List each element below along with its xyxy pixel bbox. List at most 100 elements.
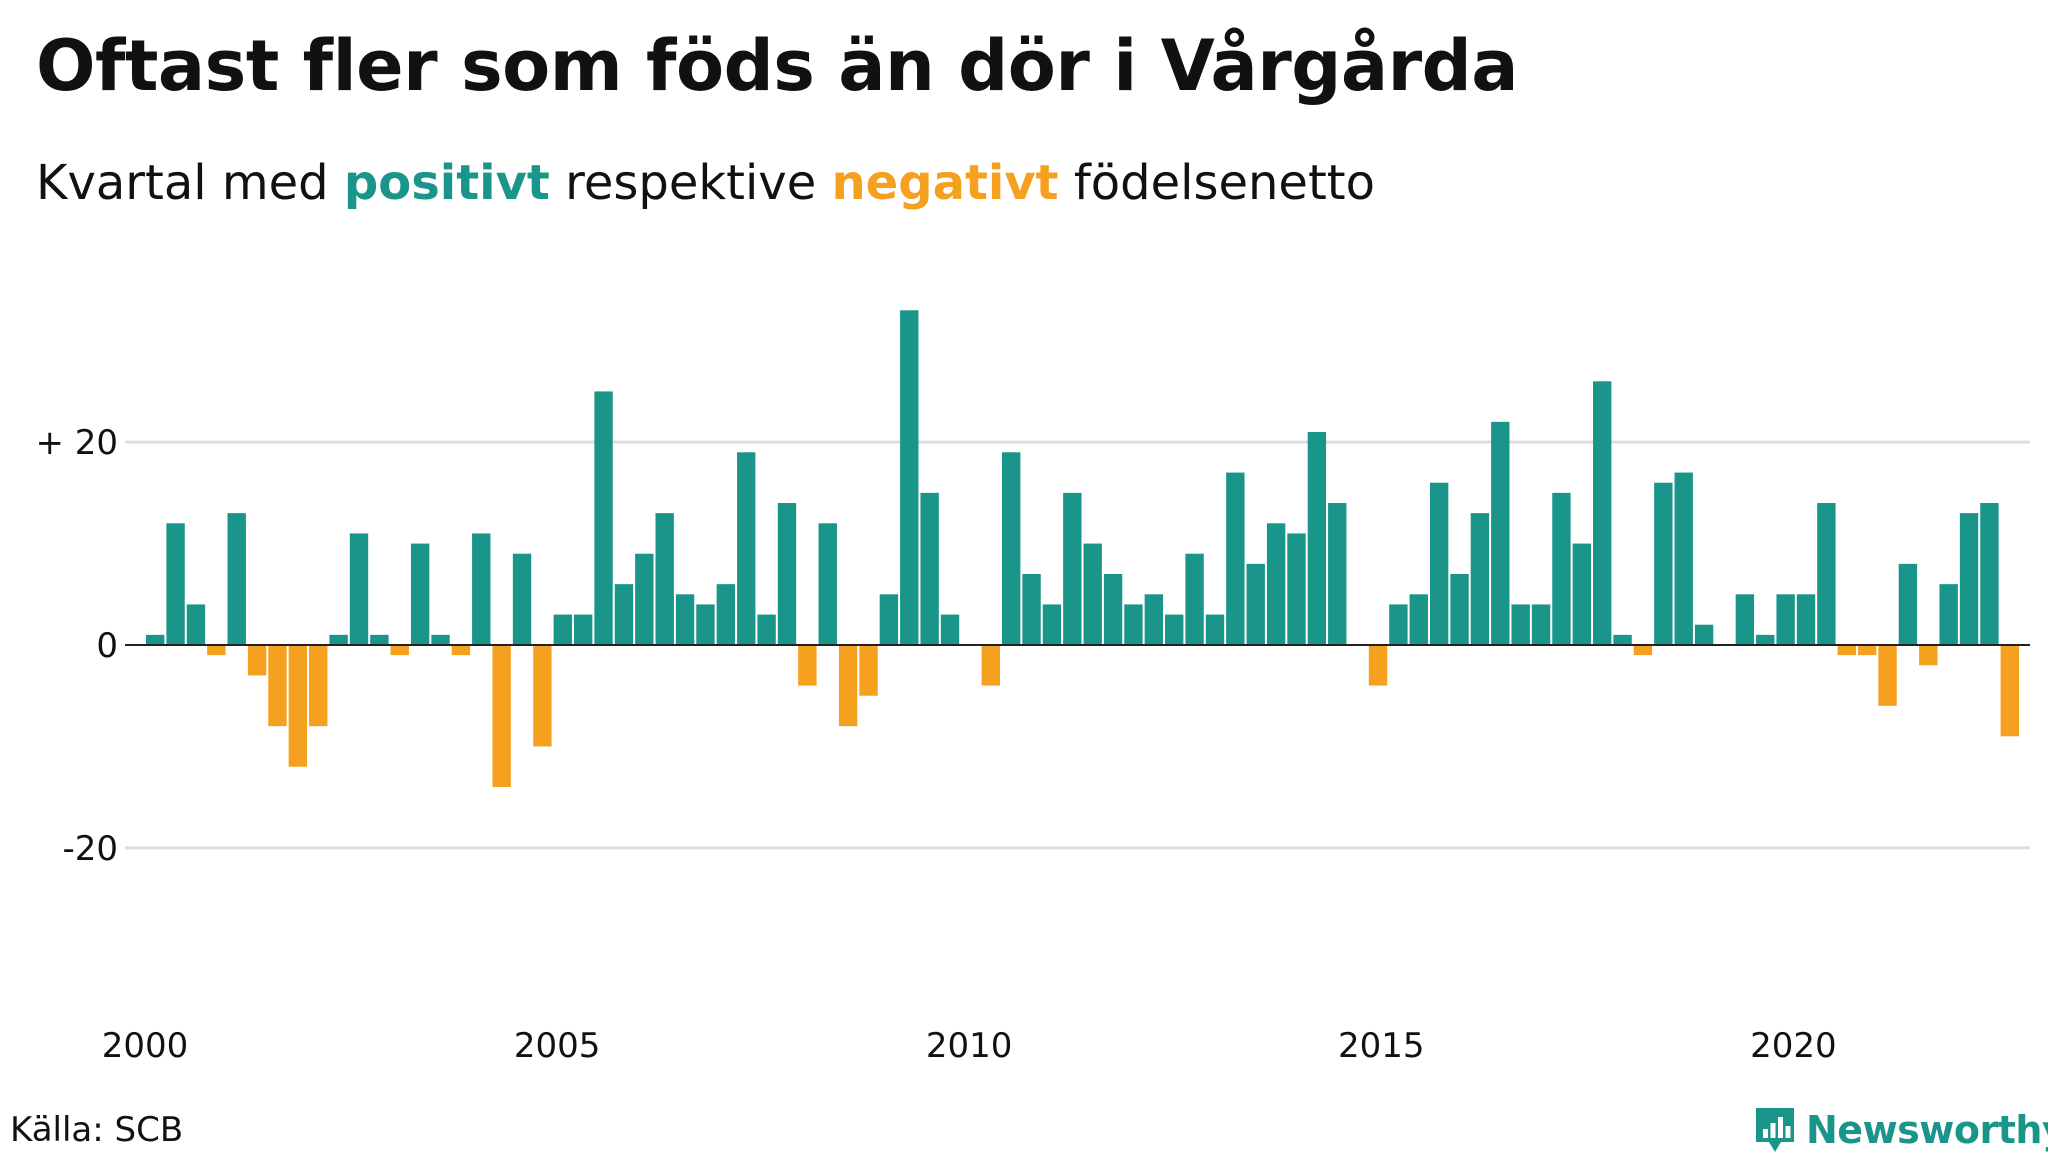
newsworthy-logo-icon: [1756, 1108, 1794, 1152]
chart-title: Oftast fler som föds än dör i Vårgårda: [36, 25, 1518, 107]
bar: [798, 645, 817, 686]
bar: [1266, 523, 1286, 645]
bar: [1572, 543, 1592, 645]
bar: [512, 553, 532, 645]
y-tick-label: + 20: [35, 423, 118, 463]
bar-chart: + 20 0 -20 2000 2005 2010 2015 2020: [35, 310, 2030, 1066]
bar: [716, 584, 736, 645]
bar: [1796, 594, 1816, 645]
bar: [1837, 645, 1856, 656]
bar: [1531, 604, 1551, 645]
bar: [1103, 574, 1123, 645]
bar: [1205, 614, 1225, 645]
bar: [329, 634, 348, 645]
source-label: Källa: SCB: [10, 1110, 184, 1150]
x-tick-label: 2005: [514, 1026, 601, 1066]
bar: [1593, 381, 1612, 645]
newsworthy-logo-text: Newsworthy: [1806, 1108, 2048, 1152]
bar: [1756, 634, 1775, 645]
bar: [533, 645, 552, 747]
bar: [655, 513, 674, 645]
bar: [370, 634, 389, 645]
bar: [1022, 574, 1041, 645]
bar: [981, 645, 1000, 686]
bar: [1429, 482, 1449, 645]
bar: [1817, 503, 1836, 645]
bar: [1083, 543, 1102, 645]
bar: [472, 533, 491, 645]
bar: [1898, 563, 1918, 645]
bar: [1042, 604, 1062, 645]
y-tick-label: 0: [96, 626, 118, 666]
x-axis-labels: 2000 2005 2010 2015 2020: [102, 1026, 1837, 1066]
bar: [1226, 472, 1245, 645]
x-tick-label: 2015: [1338, 1026, 1425, 1066]
bar: [1470, 513, 1490, 645]
bar: [1491, 421, 1510, 645]
bar: [309, 645, 328, 727]
bar: [1552, 492, 1571, 645]
y-axis-labels: + 20 0 -20: [35, 423, 118, 869]
bar: [818, 523, 837, 645]
bar: [940, 614, 960, 645]
x-tick-label: 2010: [926, 1026, 1013, 1066]
bar: [675, 594, 695, 645]
bar: [1165, 614, 1184, 645]
bars: [146, 310, 2019, 787]
bar: [879, 594, 899, 645]
bar: [553, 614, 572, 645]
x-tick-label: 2000: [102, 1026, 189, 1066]
bar: [1735, 594, 1755, 645]
bar: [635, 553, 654, 645]
bar: [431, 634, 450, 645]
bar: [1185, 553, 1204, 645]
newsworthy-logo: Newsworthy: [1752, 1100, 2048, 1160]
bar: [573, 614, 593, 645]
bar: [1328, 503, 1347, 645]
bar: [1307, 432, 1327, 645]
bar: [1939, 584, 1958, 645]
bar: [900, 310, 919, 645]
bar: [390, 645, 409, 656]
x-tick-label: 2020: [1750, 1026, 1837, 1066]
bar: [1511, 604, 1530, 645]
bar: [2000, 645, 2019, 737]
bar: [1857, 645, 1877, 656]
bar: [146, 634, 165, 645]
bar: [247, 645, 267, 676]
bar: [492, 645, 511, 787]
bar: [1633, 645, 1653, 656]
bar: [757, 614, 776, 645]
bar: [410, 543, 430, 645]
bar: [1919, 645, 1938, 666]
bar: [1368, 645, 1388, 686]
bar: [1878, 645, 1897, 706]
subtitle-suffix: födelsenetto: [1058, 155, 1375, 211]
bar: [1001, 452, 1021, 645]
bar: [186, 604, 206, 645]
y-tick-label: -20: [62, 829, 118, 869]
bar: [451, 645, 471, 656]
bar: [1776, 594, 1795, 645]
bar: [777, 503, 797, 645]
bar: [1980, 503, 1999, 645]
bar: [838, 645, 858, 727]
bar: [1654, 482, 1673, 645]
bar: [349, 533, 369, 645]
subtitle-prefix: Kvartal med: [36, 155, 344, 211]
bar: [1450, 574, 1469, 645]
subtitle-middle: respektive: [549, 155, 832, 211]
bar: [696, 604, 715, 645]
bar: [1144, 594, 1164, 645]
grid-lines: [125, 440, 2030, 850]
bar: [614, 584, 634, 645]
bar: [1124, 604, 1143, 645]
bar: [268, 645, 287, 727]
subtitle-negative-word: negativt: [831, 155, 1059, 211]
bar: [1063, 492, 1082, 645]
bar: [1694, 624, 1714, 645]
chart-subtitle: Kvartal med positivt respektive negativt…: [36, 150, 1375, 216]
bar: [1287, 533, 1306, 645]
bar: [288, 645, 308, 767]
bar: [1613, 634, 1632, 645]
